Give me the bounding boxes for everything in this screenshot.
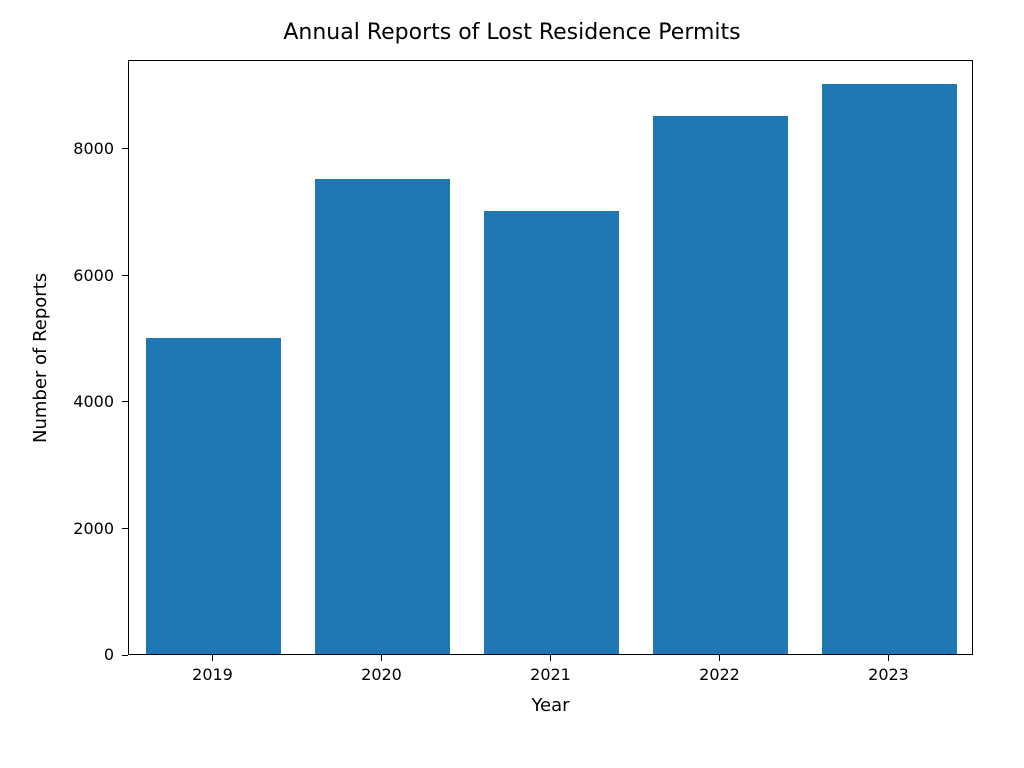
y-tick-label: 2000 (52, 519, 114, 538)
y-tick-label: 0 (52, 645, 114, 664)
chart-container: Annual Reports of Lost Residence Permits… (0, 0, 1024, 768)
x-tick-label: 2019 (173, 665, 253, 684)
bar (484, 211, 619, 654)
x-tick-mark (888, 655, 889, 661)
y-tick-mark (122, 528, 128, 529)
x-tick-label: 2020 (342, 665, 422, 684)
bar (653, 116, 788, 654)
y-tick-label: 8000 (52, 139, 114, 158)
bar (822, 84, 957, 654)
x-tick-mark (719, 655, 720, 661)
bar (315, 179, 450, 654)
x-tick-label: 2023 (849, 665, 929, 684)
bar (146, 338, 281, 654)
y-tick-label: 4000 (52, 392, 114, 411)
x-tick-label: 2021 (511, 665, 591, 684)
y-tick-mark (122, 401, 128, 402)
x-tick-mark (212, 655, 213, 661)
x-tick-mark (381, 655, 382, 661)
x-tick-label: 2022 (680, 665, 760, 684)
x-tick-mark (550, 655, 551, 661)
y-tick-label: 6000 (52, 266, 114, 285)
chart-title: Annual Reports of Lost Residence Permits (0, 20, 1024, 45)
plot-area (128, 60, 973, 655)
x-axis-label: Year (128, 695, 973, 716)
y-tick-mark (122, 275, 128, 276)
y-tick-mark (122, 655, 128, 656)
y-tick-mark (122, 148, 128, 149)
y-axis-label: Number of Reports (30, 272, 51, 442)
